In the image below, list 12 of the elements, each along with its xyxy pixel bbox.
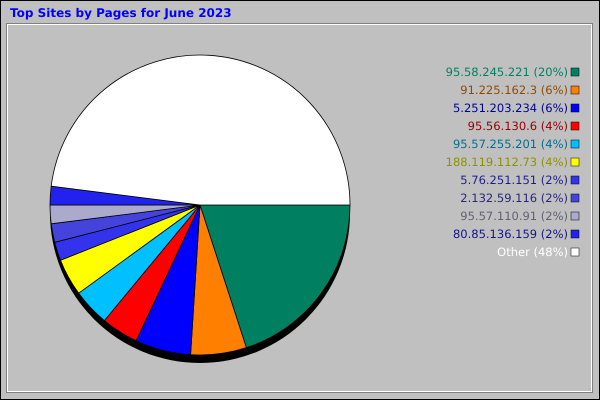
legend-label: 91.225.162.3 (6%) bbox=[460, 83, 568, 97]
legend-label: 5.76.251.151 (2%) bbox=[460, 173, 568, 187]
legend-label: 188.119.112.73 (4%) bbox=[446, 155, 568, 169]
legend-label: 80.85.136.159 (2%) bbox=[452, 227, 568, 241]
legend-label: 95.57.255.201 (4%) bbox=[452, 137, 568, 151]
chart-title: Top Sites by Pages for June 2023 bbox=[10, 6, 232, 20]
legend-label: Other (48%) bbox=[497, 245, 568, 259]
legend-label: 2.132.59.116 (2%) bbox=[460, 191, 568, 205]
legend-label: 95.56.130.6 (4%) bbox=[468, 119, 568, 133]
legend-label: 95.57.110.91 (2%) bbox=[460, 209, 568, 223]
legend-label: 5.251.203.234 (6%) bbox=[452, 101, 568, 115]
legend-label: 95.58.245.221 (20%) bbox=[446, 65, 568, 79]
